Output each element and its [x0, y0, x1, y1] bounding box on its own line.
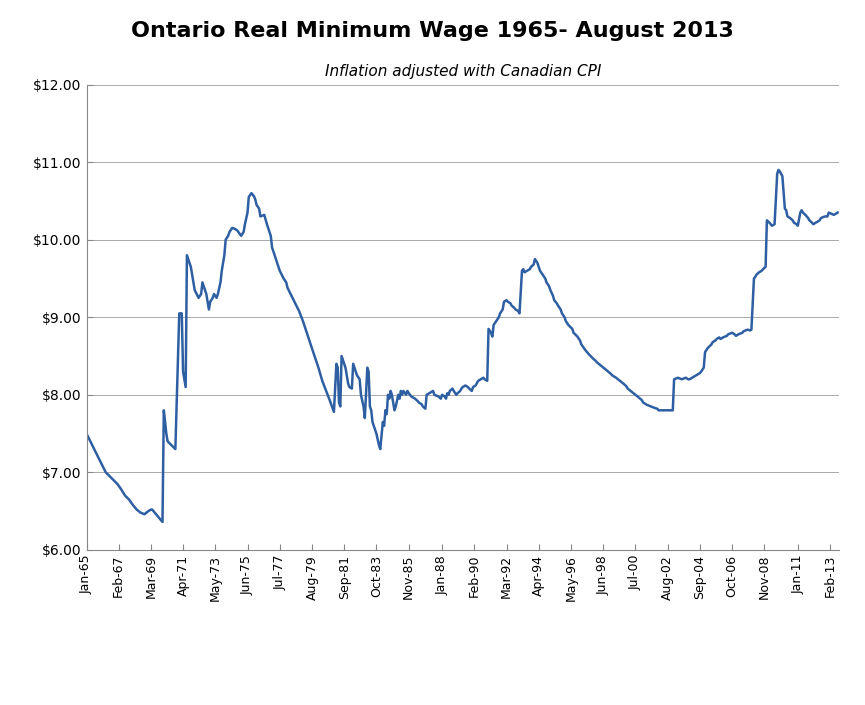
Text: Ontario Real Minimum Wage 1965- August 2013: Ontario Real Minimum Wage 1965- August 2…: [131, 21, 734, 41]
Title: Inflation adjusted with Canadian CPI: Inflation adjusted with Canadian CPI: [324, 64, 601, 79]
